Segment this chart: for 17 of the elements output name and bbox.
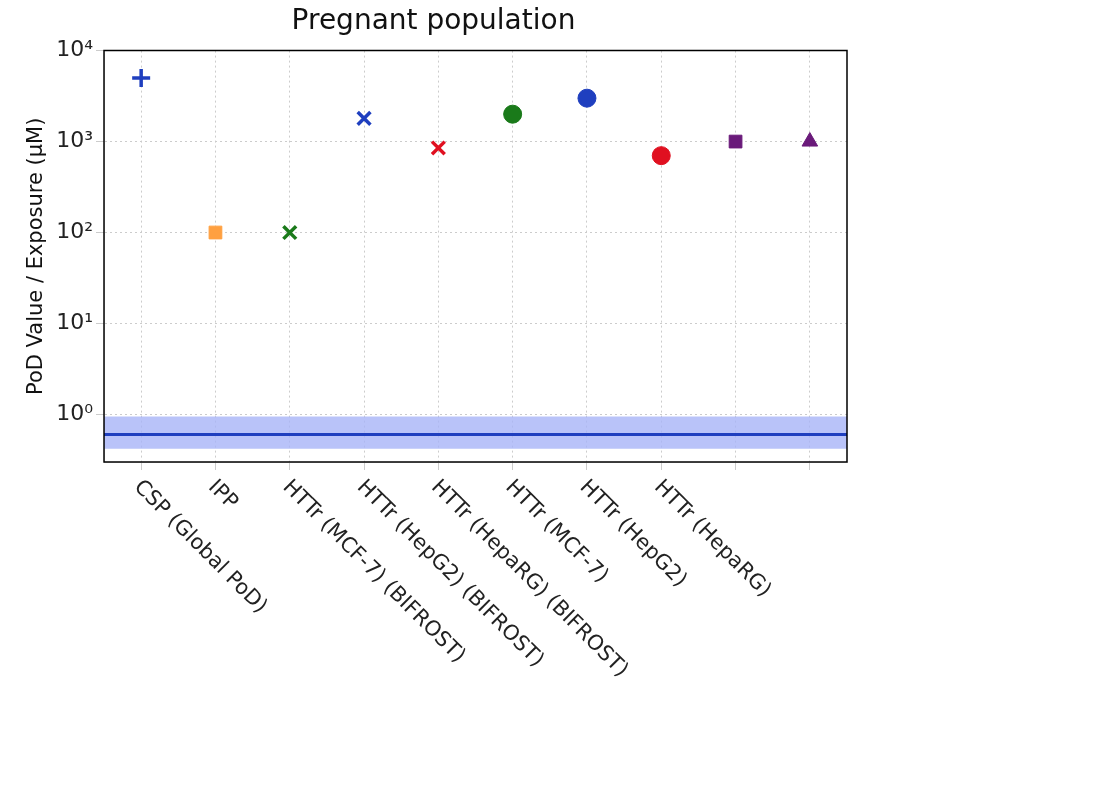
point bbox=[208, 225, 223, 240]
y-tick-label: 10⁴ bbox=[56, 36, 94, 62]
chart-title: Pregnant population bbox=[291, 3, 576, 37]
point bbox=[130, 67, 152, 89]
point bbox=[577, 88, 597, 108]
y-tick-label: 10⁰ bbox=[56, 400, 94, 426]
point bbox=[651, 146, 671, 166]
point bbox=[281, 224, 298, 241]
point bbox=[503, 104, 523, 124]
point bbox=[355, 110, 373, 127]
y-tick-label: 10³ bbox=[56, 127, 94, 153]
y-axis-title: PoD Value / Exposure (μM) bbox=[23, 117, 48, 396]
y-tick-label: 10¹ bbox=[56, 309, 94, 335]
y-tick-label: 10² bbox=[56, 218, 94, 244]
point bbox=[728, 134, 743, 149]
x-tick-label: IPP bbox=[204, 474, 244, 514]
point bbox=[430, 139, 447, 157]
